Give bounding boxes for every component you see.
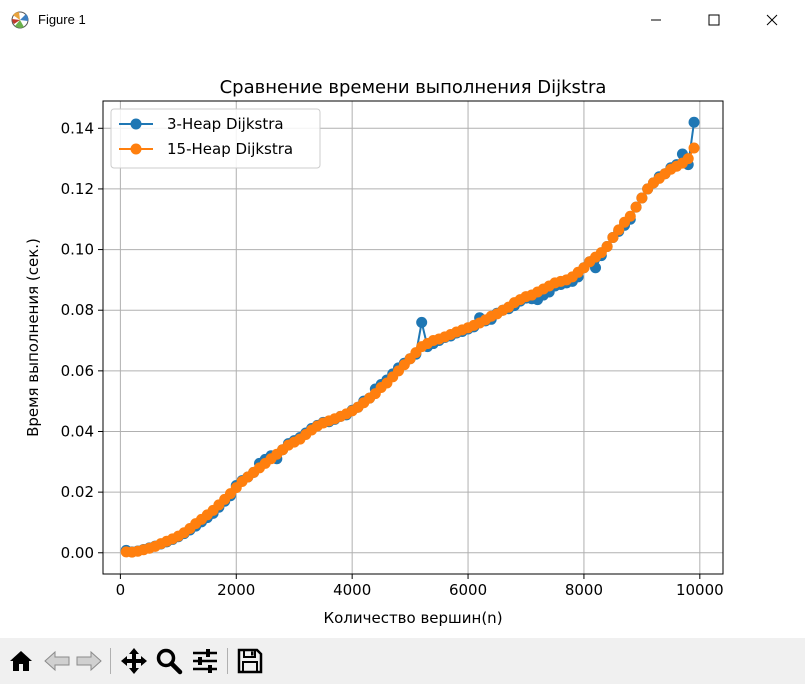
x-tick-label: 10000 [676,581,724,599]
chart: 0 2000 4000 6000 8000 10000 0.00 0.02 0.04 0.06 0.… [24,77,724,627]
chart-title: Сравнение времени выполнения Dijkstra [220,77,607,98]
sliders-icon [193,649,217,673]
pan-button[interactable] [119,646,149,676]
arrow-left-icon [44,650,70,672]
home-icon [10,651,32,671]
legend-box [110,108,321,169]
x-tick-label: 4000 [333,581,371,599]
x-tick-label: 6000 [449,581,487,599]
series-line [125,122,696,553]
toolbar-separator [110,648,111,674]
data-point [636,192,648,204]
x-tick-label: 0 [116,581,126,599]
close-icon [766,14,778,26]
axis-ticks: 0 2000 4000 6000 8000 10000 0.00 0.02 0.04 0.06 0.… [61,119,724,599]
data-point [688,116,700,128]
close-button[interactable] [743,0,801,40]
arrow-right-icon [76,650,102,672]
home-button[interactable] [6,646,36,676]
y-tick-label: 0.02 [61,483,94,501]
maximize-button[interactable] [685,0,743,40]
data-point [607,231,619,243]
navigation-toolbar [0,638,805,684]
legend-entry-3-heap: 3-Heap Dijkstra [119,115,284,133]
data-point [613,224,625,236]
move-icon [121,648,147,674]
y-tick-label: 0.08 [61,301,94,319]
window-title: Figure 1 [38,12,86,27]
maximize-icon [708,14,720,26]
legend-label: 15-Heap Dijkstra [167,140,293,158]
series-1 [120,116,700,558]
toolbar-separator [227,648,228,674]
grid-lines [103,101,723,574]
data-point [601,241,613,253]
data-point [682,153,694,165]
legend-label: 3-Heap Dijkstra [167,115,284,133]
series-layer [120,116,700,558]
matplotlib-logo-icon [11,11,29,29]
figure-canvas[interactable]: 0 2000 4000 6000 8000 10000 0.00 0.02 0.04 0.06 0.… [0,40,805,638]
configure-subplots-button[interactable] [190,646,220,676]
y-tick-label: 0.00 [61,544,94,562]
data-point [630,201,642,213]
legend-entry-15-heap: 15-Heap Dijkstra [119,140,293,158]
forward-button[interactable] [74,646,104,676]
back-button[interactable] [42,646,72,676]
data-point [688,142,700,154]
y-tick-label: 0.04 [61,422,94,440]
title-bar[interactable]: Figure 1 [0,0,805,40]
y-tick-label: 0.10 [61,241,94,259]
x-tick-label: 8000 [565,581,603,599]
y-axis-label: Время выполнения (сек.) [24,238,42,437]
minimize-icon [651,19,661,21]
data-point [624,210,636,222]
save-button[interactable] [235,646,265,676]
y-tick-label: 0.14 [61,119,94,137]
legend[interactable]: 3-Heap Dijkstra 15-Heap Dijkstra [110,108,321,169]
series-line [126,147,695,554]
axes-frame [102,100,724,575]
series-2 [120,142,700,558]
y-tick-label: 0.06 [61,362,94,380]
zoom-button[interactable] [154,646,184,676]
data-point [416,316,428,328]
minimize-button[interactable] [627,0,685,40]
x-axis-label: Количество вершин(n) [323,609,502,627]
x-tick-label: 2000 [217,581,255,599]
magnifier-icon [156,648,183,675]
floppy-disk-icon [237,648,263,674]
y-tick-label: 0.12 [61,180,94,198]
